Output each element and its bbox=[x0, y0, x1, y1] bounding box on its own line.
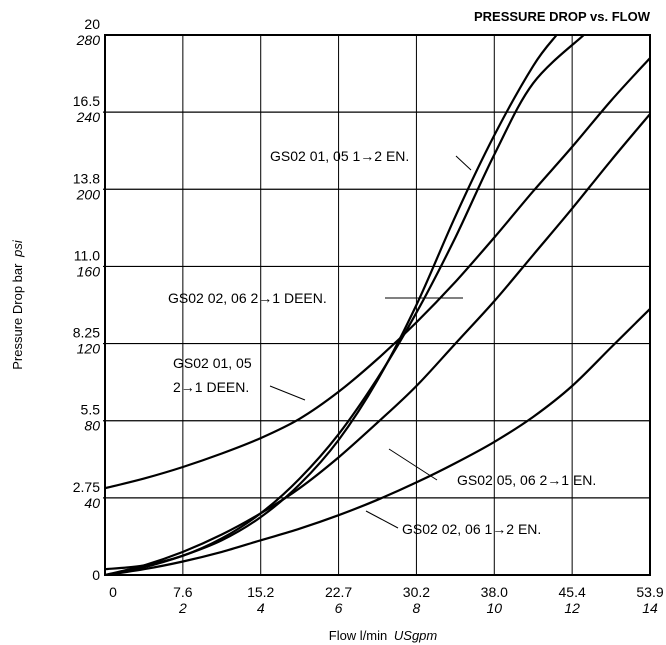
series-line bbox=[105, 308, 650, 575]
curves bbox=[105, 35, 650, 575]
annotations: GS02 01, 05 1→2 EN. GS02 02, 06 2→1 DEEN.… bbox=[168, 148, 596, 537]
x-tick-gpm: 10 bbox=[486, 600, 502, 616]
y-tick-psi: 200 bbox=[76, 186, 101, 202]
series-line bbox=[105, 35, 558, 575]
y-axis-label-secondary: psi bbox=[10, 239, 25, 258]
y-axis-label: Pressure Drop bar psi bbox=[10, 239, 25, 370]
x-tick-lpm: 45.4 bbox=[559, 584, 586, 600]
y-tick-bar: 11.0 bbox=[74, 247, 100, 263]
plot-frame bbox=[104, 34, 651, 576]
curve-label: 2→1 DEEN. bbox=[173, 379, 249, 395]
x-tick-gpm: 4 bbox=[257, 600, 265, 616]
y-tick-bar: 0 bbox=[92, 567, 100, 583]
x-axis-label-primary: Flow l/min bbox=[329, 628, 388, 643]
curve-label: GS02 02, 06 2→1 DEEN. bbox=[168, 290, 327, 306]
y-tick-psi: 120 bbox=[77, 341, 101, 357]
leader-line bbox=[388, 448, 438, 481]
leader-line bbox=[365, 510, 399, 529]
x-axis-label-secondary: USgpm bbox=[394, 628, 438, 643]
y-tick-bar: 5.5 bbox=[81, 402, 101, 418]
y-tick-bar: 20 bbox=[84, 16, 100, 32]
x-tick-lpm: 0 bbox=[109, 584, 117, 600]
x-tick-gpm: 8 bbox=[413, 600, 421, 616]
x-tick-gpm: 6 bbox=[335, 600, 343, 616]
series-line bbox=[105, 113, 650, 575]
y-tick-psi: 240 bbox=[76, 109, 101, 125]
tick-labels: 0 7.62 15.24 22.76 30.28 38.010 45.412 53.914 0 2… bbox=[73, 16, 664, 616]
y-tick-bar: 13.8 bbox=[73, 170, 100, 186]
y-tick-psi: 40 bbox=[84, 495, 100, 511]
leader-line bbox=[269, 385, 306, 401]
y-tick-bar: 8.25 bbox=[73, 325, 100, 341]
series-line bbox=[105, 57, 650, 490]
curve-label: GS02 05, 06 2→1 EN. bbox=[457, 472, 596, 488]
x-tick-lpm: 53.9 bbox=[636, 584, 663, 600]
curve-label: GS02 01, 05 bbox=[173, 355, 252, 371]
x-tick-gpm: 14 bbox=[642, 600, 658, 616]
x-tick-gpm: 2 bbox=[178, 600, 187, 616]
leader-line bbox=[455, 155, 472, 171]
x-tick-lpm: 7.6 bbox=[173, 584, 193, 600]
y-tick-psi: 280 bbox=[76, 32, 101, 48]
x-tick-lpm: 38.0 bbox=[481, 584, 508, 600]
x-tick-lpm: 30.2 bbox=[403, 584, 430, 600]
curve-label: GS02 01, 05 1→2 EN. bbox=[270, 148, 409, 164]
y-axis-label-primary: Pressure Drop bar bbox=[10, 263, 25, 370]
x-axis-label: Flow l/min USgpm bbox=[329, 628, 438, 643]
x-tick-lpm: 15.2 bbox=[247, 584, 274, 600]
grid bbox=[103, 35, 650, 575]
y-tick-psi: 80 bbox=[84, 418, 100, 434]
curve-label: GS02 02, 06 1→2 EN. bbox=[402, 521, 541, 537]
x-tick-gpm: 12 bbox=[564, 600, 580, 616]
x-tick-lpm: 22.7 bbox=[325, 584, 352, 600]
chart-title: PRESSURE DROP vs. FLOW bbox=[474, 9, 651, 24]
y-tick-bar: 2.75 bbox=[73, 479, 100, 495]
y-tick-psi: 160 bbox=[77, 263, 101, 279]
y-tick-bar: 16.5 bbox=[73, 93, 100, 109]
